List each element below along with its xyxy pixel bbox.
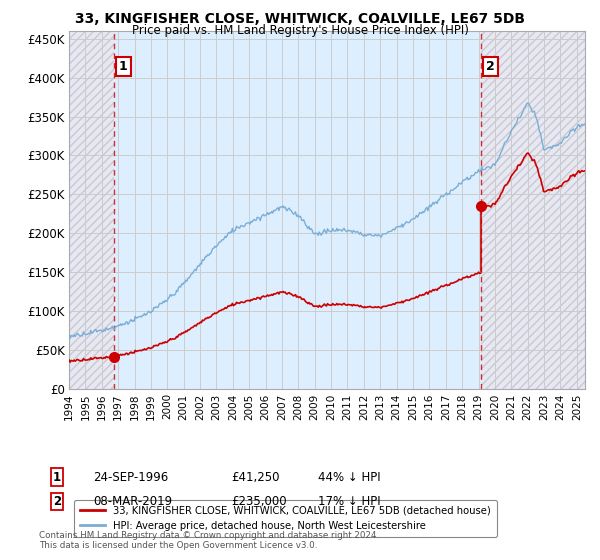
Bar bbox=[69, 31, 114, 389]
Text: 1: 1 bbox=[119, 60, 127, 73]
Text: Contains HM Land Registry data © Crown copyright and database right 2024.
This d: Contains HM Land Registry data © Crown c… bbox=[39, 531, 379, 550]
Bar bbox=[69, 31, 114, 389]
Text: 08-MAR-2019: 08-MAR-2019 bbox=[93, 494, 172, 508]
Text: 2: 2 bbox=[53, 494, 61, 508]
Text: 17% ↓ HPI: 17% ↓ HPI bbox=[318, 494, 380, 508]
Text: £41,250: £41,250 bbox=[231, 470, 280, 484]
Bar bbox=[69, 31, 114, 389]
Bar bbox=[114, 31, 481, 389]
Text: 2: 2 bbox=[487, 60, 495, 73]
Text: £235,000: £235,000 bbox=[231, 494, 287, 508]
Text: 1: 1 bbox=[53, 470, 61, 484]
Bar bbox=[481, 31, 585, 389]
Text: Price paid vs. HM Land Registry's House Price Index (HPI): Price paid vs. HM Land Registry's House … bbox=[131, 24, 469, 37]
Text: 24-SEP-1996: 24-SEP-1996 bbox=[93, 470, 168, 484]
Text: 44% ↓ HPI: 44% ↓ HPI bbox=[318, 470, 380, 484]
Text: 33, KINGFISHER CLOSE, WHITWICK, COALVILLE, LE67 5DB: 33, KINGFISHER CLOSE, WHITWICK, COALVILL… bbox=[75, 12, 525, 26]
Legend: 33, KINGFISHER CLOSE, WHITWICK, COALVILLE, LE67 5DB (detached house), HPI: Avera: 33, KINGFISHER CLOSE, WHITWICK, COALVILL… bbox=[74, 500, 497, 537]
Bar bbox=[481, 31, 585, 389]
